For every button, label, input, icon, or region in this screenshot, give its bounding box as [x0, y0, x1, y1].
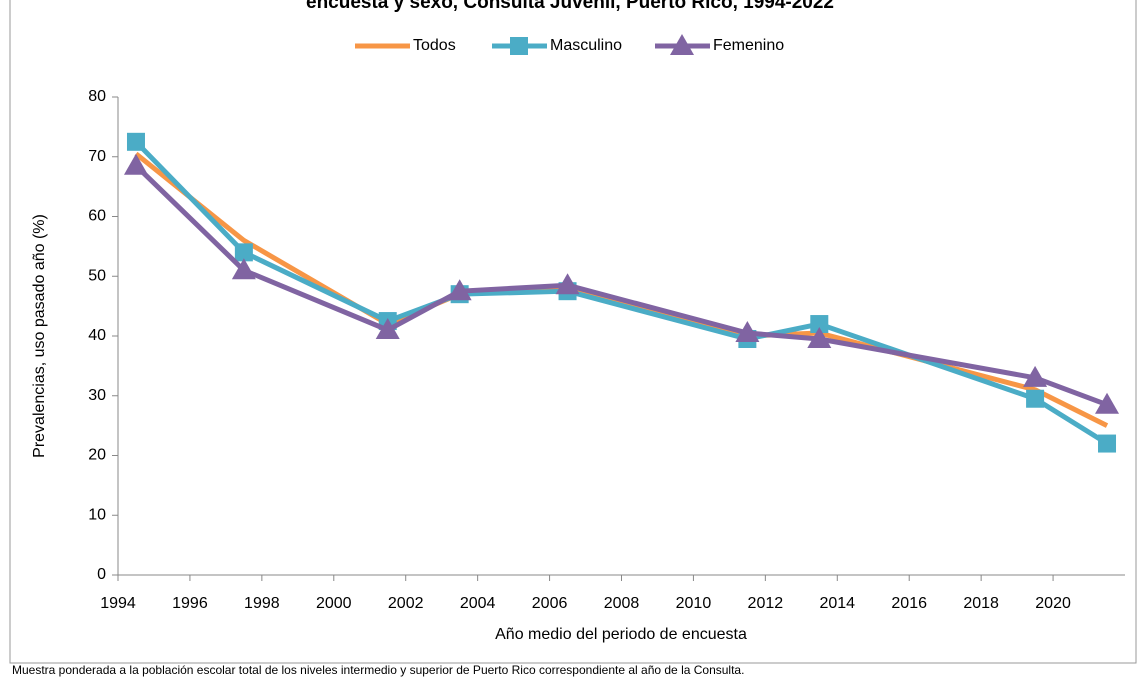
- marker: [510, 37, 528, 55]
- y-tick-label: 10: [88, 506, 106, 523]
- x-tick-label: 1998: [244, 595, 280, 612]
- x-tick-label: 2006: [532, 595, 568, 612]
- marker: [735, 321, 760, 343]
- y-axis-label: Prevalencias, uso pasado año (%): [31, 214, 48, 458]
- legend-label: Femenino: [713, 37, 784, 54]
- x-tick-label: 2014: [819, 595, 855, 612]
- y-tick-label: 70: [88, 148, 106, 165]
- x-tick-label: 2002: [388, 595, 424, 612]
- x-tick-label: 2000: [316, 595, 352, 612]
- x-tick-label: 2010: [676, 595, 712, 612]
- y-tick-label: 30: [88, 387, 106, 404]
- marker: [670, 34, 694, 55]
- marker: [447, 279, 472, 301]
- marker: [123, 153, 148, 175]
- series-line: [134, 151, 1109, 428]
- marker: [231, 258, 256, 280]
- y-tick-label: 20: [88, 447, 106, 464]
- footnote: Muestra ponderada a la población escolar…: [12, 663, 744, 677]
- marker: [234, 243, 253, 262]
- marker: [1098, 434, 1117, 453]
- x-tick-label: 2004: [460, 595, 496, 612]
- marker: [1023, 365, 1048, 387]
- x-tick-label: 2020: [1035, 595, 1071, 612]
- legend-label: Masculino: [550, 37, 622, 54]
- legend-label: Todos: [413, 37, 456, 54]
- chart-frame: [9, 0, 1137, 664]
- marker: [1026, 389, 1045, 408]
- x-tick-label: 2012: [748, 595, 784, 612]
- y-tick-label: 50: [88, 267, 106, 284]
- series-line: [134, 140, 1109, 446]
- x-tick-label: 2016: [891, 595, 927, 612]
- y-tick-label: 80: [88, 88, 106, 105]
- chart-title: encuesta y sexo, Consulta Juvenil, Puert…: [306, 0, 834, 13]
- x-tick-label: 1996: [172, 595, 208, 612]
- marker: [375, 318, 400, 340]
- x-tick-label: 1994: [100, 595, 136, 612]
- x-tick-label: 2008: [604, 595, 640, 612]
- x-axis-label: Año medio del periodo de encuesta: [495, 626, 747, 643]
- marker: [555, 273, 580, 295]
- y-tick-label: 40: [88, 327, 106, 344]
- y-tick-label: 60: [88, 208, 106, 225]
- marker: [1095, 392, 1120, 414]
- x-tick-label: 2018: [963, 595, 999, 612]
- marker: [810, 315, 829, 334]
- marker: [126, 132, 145, 151]
- y-tick-label: 0: [97, 566, 106, 583]
- marker: [807, 326, 832, 348]
